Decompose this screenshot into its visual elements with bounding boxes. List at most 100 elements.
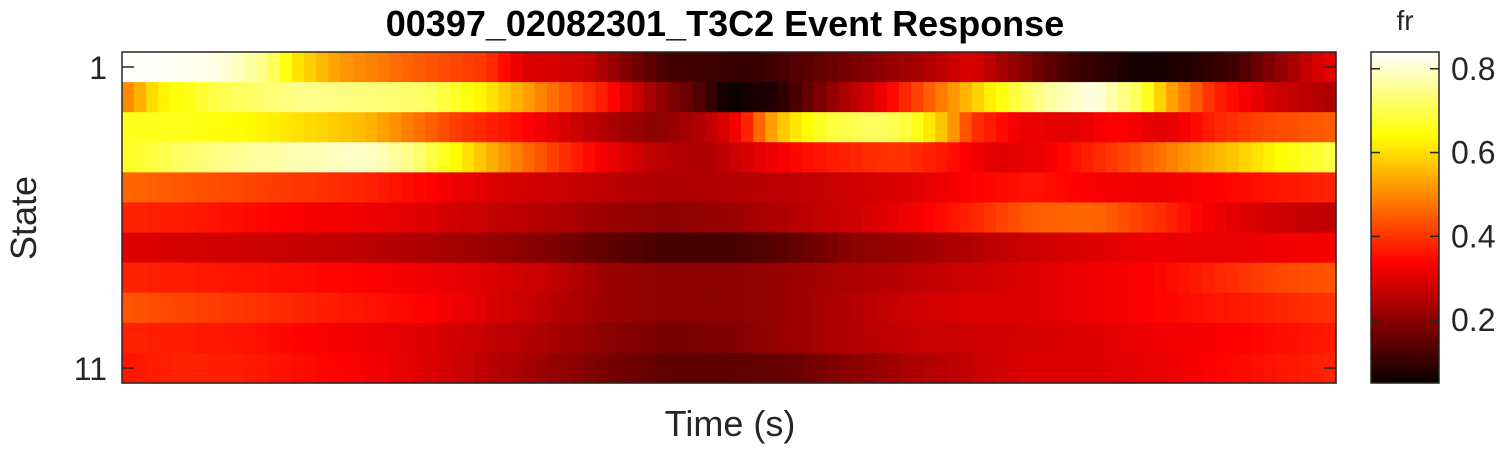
heatmap-cell [194, 322, 208, 354]
heatmap-cell [850, 52, 864, 83]
heatmap-cell [364, 52, 378, 83]
heatmap-cell [813, 112, 827, 143]
heatmap-cell [1068, 172, 1082, 204]
heatmap-cell [826, 172, 839, 204]
heatmap-cell [1202, 292, 1216, 324]
heatmap-cell [158, 322, 172, 354]
heatmap-cell [1129, 292, 1143, 324]
heatmap-cell [1299, 172, 1313, 204]
heatmap-cell [983, 352, 997, 384]
heatmap-cell [595, 292, 609, 324]
heatmap-cell [1190, 52, 1204, 83]
heatmap-cell [146, 232, 160, 264]
heatmap-cell [1226, 352, 1240, 384]
heatmap-cell [1263, 52, 1276, 83]
heatmap-cell [1287, 292, 1301, 324]
y-tick-label-11: 11 [74, 351, 107, 387]
heatmap-cell [158, 232, 172, 264]
heatmap-cell [376, 232, 390, 264]
heatmap-cell [801, 172, 815, 204]
heatmap-cell [862, 352, 876, 384]
heatmap-cell [862, 202, 876, 234]
heatmap-cell [947, 232, 961, 264]
heatmap-cell [1093, 142, 1106, 173]
heatmap-cell [316, 82, 329, 113]
heatmap-cell [996, 52, 1009, 83]
heatmap-cell [376, 172, 390, 204]
heatmap-cell [631, 202, 645, 234]
heatmap-cell [741, 172, 754, 204]
heatmap-cell [1299, 262, 1313, 294]
heatmap-cell [1263, 112, 1276, 143]
heatmap-cell [182, 202, 196, 234]
heatmap-cell [668, 322, 682, 354]
heatmap-cell [304, 292, 317, 324]
heatmap-cell [668, 52, 682, 83]
heatmap-cell [219, 232, 232, 264]
heatmap-cell [801, 82, 815, 113]
heatmap-cell [170, 262, 184, 294]
heatmap-cell [316, 292, 329, 324]
heatmap-cell [644, 352, 657, 384]
heatmap-cell [1178, 232, 1191, 264]
heatmap-cell [583, 262, 597, 294]
heatmap-cell [364, 262, 378, 294]
heatmap-cell [777, 202, 791, 234]
heatmap-cell [449, 112, 463, 143]
heatmap-cell [194, 52, 208, 83]
heatmap-cell [267, 352, 281, 384]
heatmap-cell [644, 82, 657, 113]
heatmap-cell [1032, 232, 1046, 264]
heatmap-cell [231, 112, 244, 143]
heatmap-cell [182, 352, 196, 384]
heatmap-cell [1166, 142, 1179, 173]
heatmap-cell [668, 232, 682, 264]
heatmap-cell [1105, 292, 1119, 324]
heatmap-cell [534, 262, 548, 294]
heatmap-cell [1129, 112, 1143, 143]
heatmap-cell [461, 82, 475, 113]
heatmap-cell [170, 232, 184, 264]
heatmap-cell [862, 82, 876, 113]
heatmap-cell [947, 262, 961, 294]
heatmap-cell [1275, 262, 1289, 294]
heatmap-cell [935, 172, 949, 204]
heatmap-cell [996, 292, 1009, 324]
heatmap-cell [1323, 322, 1337, 354]
heatmap-cell [729, 352, 742, 384]
heatmap-cell [206, 292, 220, 324]
heatmap-cell [801, 232, 815, 264]
heatmap-cell [304, 232, 317, 264]
heatmap-cell [1129, 172, 1143, 204]
heatmap-cell [1238, 352, 1252, 384]
heatmap-cell [631, 292, 645, 324]
heatmap-cell [959, 52, 973, 83]
heatmap-cell [959, 202, 973, 234]
heatmap-cell [1056, 322, 1070, 354]
heatmap-cell [1129, 202, 1143, 234]
heatmap-cell [813, 352, 827, 384]
heatmap-cell [1093, 82, 1106, 113]
heatmap-cell [886, 142, 900, 173]
heatmap-cell [1214, 52, 1228, 83]
heatmap-cell [1226, 142, 1240, 173]
heatmap-cell [425, 112, 439, 143]
heatmap-cell [959, 292, 973, 324]
heatmap-cell [291, 262, 305, 294]
heatmap-cell [947, 322, 961, 354]
heatmap-cell [1105, 352, 1119, 384]
heatmap-cell [971, 322, 985, 354]
heatmap-cell [134, 52, 147, 83]
heatmap-cell [619, 232, 633, 264]
heatmap-cell [122, 322, 135, 354]
heatmap-cell [923, 352, 936, 384]
heatmap-cell [437, 262, 451, 294]
heatmap-cell [983, 232, 997, 264]
heatmap-cell [1190, 172, 1204, 204]
heatmap-cell [923, 82, 936, 113]
heatmap-cell [498, 82, 512, 113]
heatmap-cell [304, 52, 317, 83]
heatmap-cell [461, 352, 475, 384]
heatmap-cell [996, 112, 1009, 143]
heatmap-cell [777, 52, 791, 83]
